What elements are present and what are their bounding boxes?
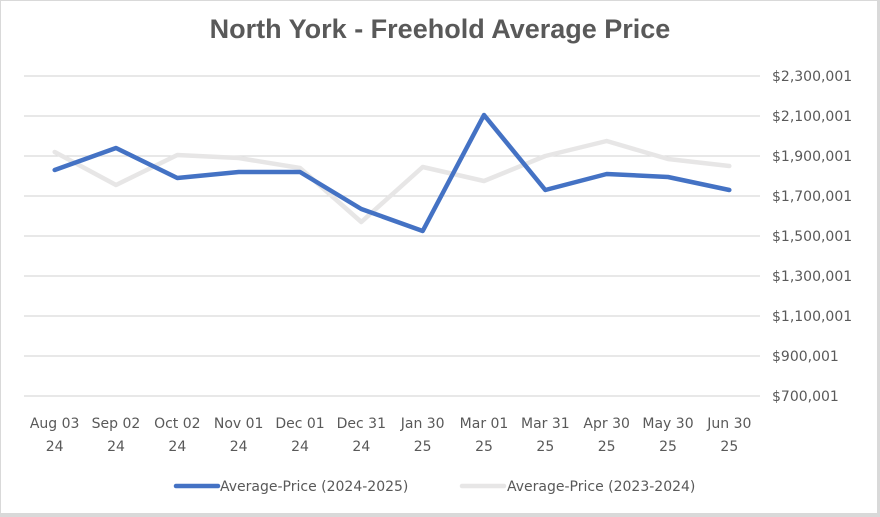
x-tick-label: Oct 02	[154, 416, 200, 432]
x-tick-label: Sep 02	[92, 416, 141, 432]
x-tick-label-year: 25	[720, 439, 738, 455]
y-tick-label: $700,001	[772, 389, 839, 405]
x-tick-label: Nov 01	[214, 416, 264, 432]
legend-label: Average-Price (2024-2025)	[220, 479, 408, 495]
x-tick-label-year: 24	[352, 439, 370, 455]
x-tick-label: Aug 03	[30, 416, 80, 432]
x-tick-label-year: 24	[168, 439, 186, 455]
y-tick-label: $1,900,001	[772, 149, 852, 165]
y-tick-label: $1,100,001	[772, 309, 852, 325]
series-line-1	[52, 138, 732, 225]
x-tick-label-year: 25	[475, 439, 493, 455]
x-tick-label: Mar 31	[521, 416, 570, 432]
x-tick-label: Apr 30	[583, 416, 629, 432]
legend-label: Average-Price (2023-2024)	[507, 479, 695, 495]
series-line-0	[52, 112, 732, 234]
y-tick-label: $2,300,001	[772, 69, 852, 85]
x-tick-label: Dec 01	[275, 416, 324, 432]
y-tick-label: $2,100,001	[772, 109, 852, 125]
x-tick-label: Jan 30	[400, 416, 445, 432]
x-tick-label-year: 24	[46, 439, 64, 455]
y-tick-label: $1,300,001	[772, 269, 852, 285]
x-tick-label-year: 24	[291, 439, 309, 455]
x-tick-label-year: 25	[536, 439, 554, 455]
x-tick-label-year: 25	[414, 439, 432, 455]
x-tick-label: Dec 31	[337, 416, 386, 432]
x-tick-label: May 30	[642, 416, 693, 432]
y-tick-label: $1,500,001	[772, 229, 852, 245]
x-tick-label: Mar 01	[460, 416, 509, 432]
x-tick-label-year: 25	[598, 439, 616, 455]
x-tick-label-year: 24	[107, 439, 125, 455]
x-tick-label: Jun 30	[706, 416, 751, 432]
chart-title: North York - Freehold Average Price	[209, 14, 671, 44]
x-tick-label-year: 24	[230, 439, 248, 455]
x-tick-label-year: 25	[659, 439, 677, 455]
y-tick-label: $900,001	[772, 349, 839, 365]
y-tick-label: $1,700,001	[772, 189, 852, 205]
